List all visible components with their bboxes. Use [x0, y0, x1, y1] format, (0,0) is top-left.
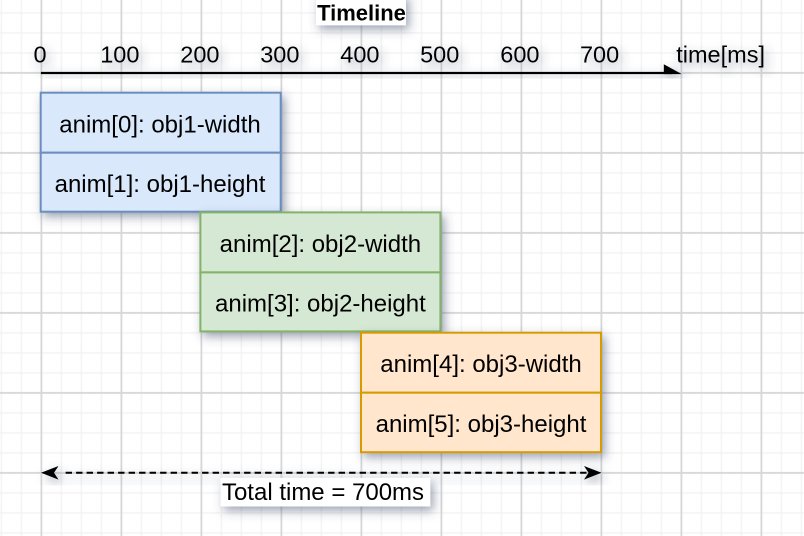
- svg-text:anim[2]: obj2-width: anim[2]: obj2-width: [220, 231, 421, 258]
- svg-text:200: 200: [180, 41, 219, 67]
- svg-text:300: 300: [260, 41, 299, 67]
- svg-text:time[ms]: time[ms]: [676, 41, 765, 67]
- svg-text:anim[3]: obj2-height: anim[3]: obj2-height: [215, 290, 426, 317]
- svg-text:Total time = 700ms: Total time = 700ms: [222, 479, 424, 506]
- svg-text:anim[4]: obj3-width: anim[4]: obj3-width: [380, 351, 581, 378]
- svg-text:600: 600: [500, 41, 539, 67]
- svg-text:Timeline: Timeline: [317, 0, 406, 25]
- svg-text:anim[5]: obj3-height: anim[5]: obj3-height: [376, 411, 587, 438]
- svg-text:700: 700: [580, 41, 619, 67]
- svg-text:500: 500: [420, 41, 459, 67]
- svg-text:anim[1]: obj1-height: anim[1]: obj1-height: [55, 171, 266, 198]
- svg-text:0: 0: [33, 41, 46, 67]
- svg-text:400: 400: [340, 41, 379, 67]
- svg-text:anim[0]: obj1-width: anim[0]: obj1-width: [59, 111, 260, 138]
- svg-text:100: 100: [100, 41, 139, 67]
